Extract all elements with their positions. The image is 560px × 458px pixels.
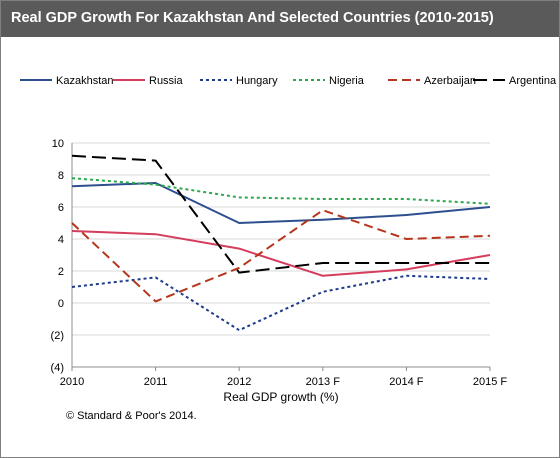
y-tick-label: 4 — [58, 234, 64, 246]
legend-label-kazakhstan: Kazakhstan — [56, 75, 113, 87]
legend-label-nigeria: Nigeria — [329, 75, 365, 87]
x-tick-label: 2014 F — [389, 376, 424, 388]
copyright-note: © Standard & Poor's 2014. — [66, 410, 197, 422]
series-line-kazakhstan — [71, 182, 491, 224]
series-lines — [71, 154, 491, 332]
x-tick-label: 2010 — [60, 376, 84, 388]
chart-title: Real GDP Growth For Kazakhstan And Selec… — [11, 10, 494, 26]
series-line-hungary — [71, 274, 491, 332]
series-line-russia — [71, 230, 491, 277]
legend-label-azerbaijan: Azerbaijan — [424, 75, 476, 87]
y-tick-label: 8 — [58, 170, 64, 182]
gridlines — [72, 142, 490, 368]
x-tick-label: 2011 — [144, 376, 168, 388]
y-tick-label: (2) — [51, 330, 64, 342]
legend: Kazakhstan Russia Hungary Nigeria Azerbaijan… — [20, 75, 557, 87]
y-tick-label: 6 — [58, 202, 64, 214]
legend-label-hungary: Hungary — [236, 75, 278, 87]
legend-label-russia: Russia — [149, 75, 184, 87]
y-tick-label: 0 — [58, 298, 64, 310]
series-line-nigeria — [71, 177, 491, 205]
x-axis-title: Real GDP growth (%) — [223, 390, 338, 404]
y-tick-label: 10 — [52, 138, 64, 150]
series-line-azerbaijan — [71, 209, 491, 303]
axis-labels: Real GDP growth (%) — [223, 390, 338, 404]
legend-label-argentina: Argentina — [509, 75, 557, 87]
title-bar: Real GDP Growth For Kazakhstan And Selec… — [1, 1, 559, 37]
y-tick-label: (4) — [51, 362, 64, 374]
x-tick-label: 2012 — [227, 376, 251, 388]
x-tick-label: 2015 F — [473, 376, 508, 388]
series-line-argentina — [71, 154, 490, 274]
y-tick-label: 2 — [58, 266, 64, 278]
x-tick-label: 2013 F — [306, 376, 341, 388]
axes: (4) (2) 0 2 4 6 8 10 2010 2011 2012 2013 F 2014 F 201… — [51, 138, 508, 388]
